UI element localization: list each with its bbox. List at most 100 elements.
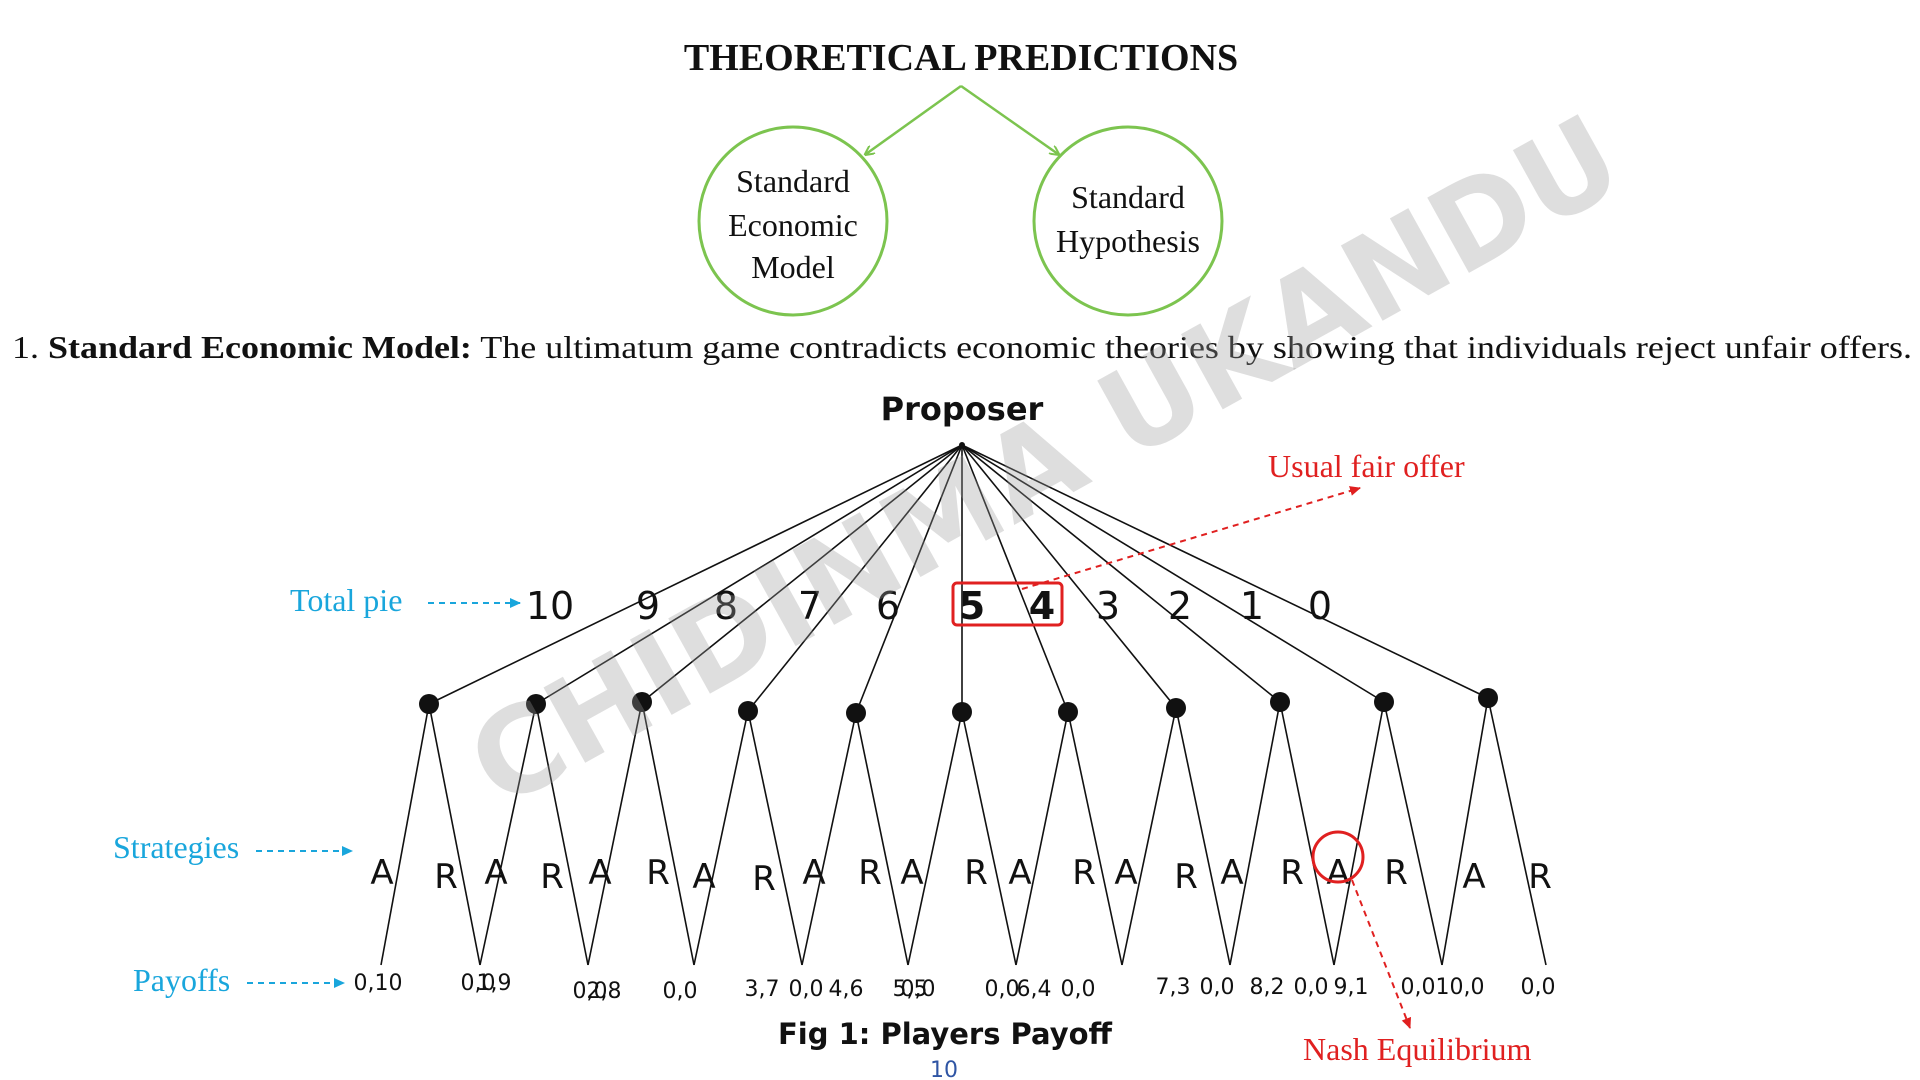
strategy-label: A [1008,853,1031,893]
payoff-label: 8,2 [1250,975,1285,1000]
responder-node [738,701,758,721]
total-pie-label: Total pie [290,582,402,618]
payoff-label: 0,10 [354,971,403,996]
paragraph-standard-economic-model: 1. Standard Economic Model: The ultimatu… [12,329,1912,365]
strategy-label: A [802,853,825,893]
offer-label: 7 [798,584,822,628]
responder-node [632,692,652,712]
proposer-edge-6 [855,444,963,714]
strategy-label: R [646,853,670,893]
strategy-label: A [1462,857,1485,897]
responder-node [1166,698,1186,718]
nash-equilibrium-arrow [1351,879,1412,1029]
strategy-label: A [900,853,923,893]
accept-edge [1015,711,1069,966]
responder-node [1478,688,1498,708]
payoff-label: 4,6 [829,977,864,1002]
proposer-edge-7 [747,444,963,712]
offer-label: 5 [959,584,985,628]
payoff-label: 0,0 [461,971,496,996]
payoff-label: 10,0 [1436,975,1485,1000]
strategy-label: R [1528,857,1552,897]
reject-edge [1175,707,1231,966]
proposer-node [959,442,965,448]
responder-node [419,694,439,714]
strategy-label: A [484,853,507,893]
strategy-label: R [434,857,458,897]
payoff-label: 0,0 [1200,975,1235,1000]
reject-edge [1067,711,1123,966]
proposer-edge-10 [428,444,963,705]
accept-edge [1441,697,1489,966]
accept-edge [907,711,963,966]
payoffs-label: Payoffs [133,962,230,998]
strategy-label: R [1174,857,1198,897]
accept-edge [479,703,537,966]
game-tree-edges [380,444,1547,966]
title-branch-arrows [866,84,1058,154]
payoff-label: 1,9 [477,971,512,996]
proposer-edge-8 [641,444,963,703]
responder-node [846,703,866,723]
accept-edge [1333,701,1385,966]
strategy-label: A [1114,853,1137,893]
payoff-label: 5,5 [893,977,928,1002]
paragraph-number: 1. [12,329,39,365]
payoff-label: 0,0 [1521,975,1556,1000]
accept-edge [1229,701,1281,966]
reject-edge [1487,697,1547,966]
payoff-label: 9,1 [1334,975,1369,1000]
game-tree-nodes [419,442,1498,723]
offer-label: 4 [1029,584,1055,628]
circle-right-line-1: Standard [1071,179,1185,215]
page-number: 10 [930,1058,958,1080]
payoff-label: 0,0 [1061,977,1096,1002]
reject-edge [641,701,695,966]
circle-left-line-2: Economic [728,207,858,243]
circle-left-line-3: Model [751,249,835,285]
paragraph-bold-lead: Standard Economic Model: [48,329,472,365]
proposer-label: Proposer [881,390,1044,428]
proposer-edge-3 [961,444,1177,709]
nash-equilibrium-label: Nash Equilibrium [1303,1031,1532,1067]
fair-offer-arrow [1021,486,1361,590]
circle-left-line-1: Standard [736,163,850,199]
reject-edge [535,703,589,966]
offer-label: 8 [714,584,738,628]
strategy-label: R [1280,853,1304,893]
usual-fair-offer-label: Usual fair offer [1268,448,1465,484]
accept-edge [587,701,643,966]
strategy-label: A [692,857,715,897]
reject-edge [1383,701,1443,966]
responder-node [1270,692,1290,712]
proposer-edge-9 [535,444,963,705]
standard-hypothesis-circle: Standard Hypothesis [1032,125,1224,317]
proposer-edge-2 [961,444,1281,703]
strategy-label: R [964,853,988,893]
strategy-label: A [588,853,611,893]
offer-label: 3 [1096,584,1120,628]
payoff-label: 0,0 [573,979,608,1004]
strategy-label: R [1072,853,1096,893]
payoff-label: 0,0 [1294,975,1329,1000]
proposer-edge-1 [961,444,1385,703]
responder-node [526,694,546,714]
reject-edge [855,712,909,966]
payoff-label: 7,3 [1156,975,1191,1000]
strategy-label: R [540,857,564,897]
nash-equilibrium-circle [1311,830,1365,884]
offer-label: 10 [526,584,574,628]
proposer-edge-4 [961,444,1069,713]
offer-label: 0 [1308,584,1332,628]
offer-label: 2 [1168,584,1192,628]
circle-right-line-2: Hypothesis [1056,223,1200,259]
strategy-label: R [1384,853,1408,893]
responder-node [1374,692,1394,712]
accept-edge [380,703,430,966]
strategies-label: Strategies [113,829,239,865]
reject-edge [1279,701,1335,966]
figure-caption: Fig 1: Players Payoff [778,1017,1113,1051]
fair-offer-highlight-box [951,581,1064,627]
payoff-label: 6,4 [1017,977,1052,1002]
